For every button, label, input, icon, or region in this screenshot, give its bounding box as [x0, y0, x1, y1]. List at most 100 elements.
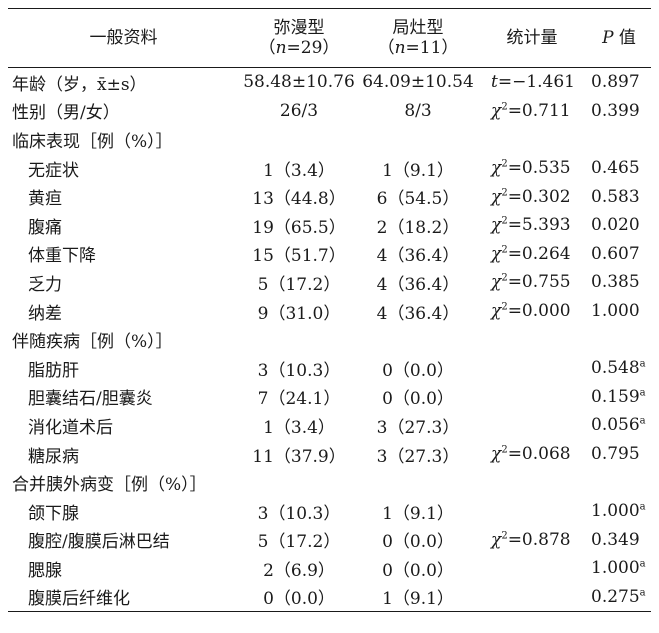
p-value: 0.795: [591, 444, 640, 465]
p-footnote-mark: a: [639, 501, 646, 513]
cell-statistic: χ2=0.264: [477, 240, 587, 269]
stat-superscript: 2: [501, 444, 508, 456]
cell-p-value: 0.020: [587, 211, 651, 240]
cell-diffuse: 7（24.1）: [257, 389, 341, 410]
p-footnote-mark: a: [639, 358, 646, 370]
cell-diffuse: 3（10.3）: [257, 360, 341, 381]
table-row: 腹膜后纤维化 0（0.0） 1（9.1） 0.275a: [8, 583, 651, 612]
cell-statistic: [477, 125, 587, 154]
cell-p-value: 0.275a: [587, 583, 651, 612]
cell-diffuse: 11（37.9）: [252, 446, 346, 467]
stat-value: =5.393: [507, 215, 571, 236]
row-label: 消化道术后: [28, 417, 113, 438]
cell-statistic: [477, 383, 587, 412]
cell-diffuse: 5（17.2）: [257, 274, 341, 295]
table-row: 临床表现［例（%）］: [8, 125, 651, 154]
table-row: 伴随疾病［例（%）］: [8, 325, 651, 354]
stat-superscript: 2: [501, 101, 508, 113]
cell-focal: [359, 325, 477, 354]
p-value: 0.159: [591, 386, 640, 407]
cell-diffuse: 13（44.8）: [252, 189, 346, 210]
p-value: 0.465: [591, 158, 640, 179]
table-row: 体重下降 15（51.7） 4（36.4） χ2=0.264 0.607: [8, 240, 651, 269]
cell-p-value: 1.000: [587, 297, 651, 326]
cell-diffuse: 9（31.0）: [257, 303, 341, 324]
stat-value: =0.878: [507, 529, 571, 550]
p-value: 0.056: [591, 415, 640, 436]
cell-diffuse: 2（6.9）: [263, 560, 335, 581]
stat-symbol: t: [491, 72, 498, 93]
row-label: 无症状: [28, 160, 79, 181]
cell-statistic: χ2=0.302: [477, 182, 587, 211]
cell-diffuse: 58.48±10.76: [243, 72, 355, 93]
cell-statistic: χ2=0.878: [477, 526, 587, 555]
stat-symbol: χ: [491, 272, 502, 293]
row-label: 合并胰外病变［例（%）］: [12, 475, 207, 496]
cell-diffuse: [239, 468, 359, 497]
cell-p-value: 0.399: [587, 97, 651, 126]
cell-diffuse: [239, 125, 359, 154]
header-general-data: 一般资料: [89, 28, 158, 48]
row-label: 腹腔/腹膜后淋巴结: [28, 532, 170, 553]
p-value: 0.349: [591, 529, 640, 550]
table-row: 胆囊结石/胆囊炎 7（24.1） 0（0.0） 0.159a: [8, 383, 651, 412]
p-value: 0.275: [591, 586, 640, 607]
cell-diffuse: 15（51.7）: [252, 246, 346, 267]
cell-p-value: 1.000a: [587, 554, 651, 583]
cell-focal: 4（36.4）: [376, 246, 460, 267]
cell-focal: 64.09±10.54: [362, 72, 474, 93]
cell-diffuse: 19（65.5）: [252, 217, 346, 238]
cell-statistic: χ2=0.711: [477, 97, 587, 126]
table-row: 年龄（岁，x̄±s） 58.48±10.76 64.09±10.54 t=−1.461…: [8, 67, 651, 97]
cell-focal: 4（36.4）: [376, 303, 460, 324]
p-value: 1.000: [591, 301, 640, 322]
cell-diffuse: 5（17.2）: [257, 532, 341, 553]
cell-statistic: [477, 554, 587, 583]
general-data-table: 一般资料 弥漫型 （n=29） 局灶型 （n=11） 统计量 P 值 年龄（岁，…: [8, 8, 651, 612]
stat-symbol: χ: [491, 529, 502, 550]
stat-value: =0.302: [507, 186, 571, 207]
stat-value: =0.755: [507, 272, 571, 293]
header-focal-label: 局灶型: [392, 18, 444, 38]
cell-focal: 1（9.1）: [382, 160, 454, 181]
p-value: 0.607: [591, 243, 640, 264]
cell-focal: 0（0.0）: [382, 389, 454, 410]
cell-statistic: χ2=5.393: [477, 211, 587, 240]
p-footnote-mark: a: [639, 415, 646, 427]
cell-diffuse: [239, 325, 359, 354]
cell-p-value: 0.607: [587, 240, 651, 269]
stat-symbol: χ: [491, 243, 502, 264]
table-row: 合并胰外病变［例（%）］: [8, 468, 651, 497]
cell-p-value: 0.897: [587, 68, 651, 97]
table-row: 黄疸 13（44.8） 6（54.5） χ2=0.302 0.583: [8, 182, 651, 211]
cell-p-value: 0.159a: [587, 383, 651, 412]
table-row: 无症状 1（3.4） 1（9.1） χ2=0.535 0.465: [8, 154, 651, 183]
cell-focal: 0（0.0）: [382, 360, 454, 381]
header-diffuse-count: （n=29）: [258, 38, 340, 58]
row-label: 性别（男/女）: [12, 103, 120, 124]
p-footnote-mark: a: [639, 587, 646, 599]
row-label: 年龄（岁，x̄±s）: [12, 74, 147, 95]
cell-statistic: [477, 497, 587, 526]
cell-focal: 3（27.3）: [376, 417, 460, 438]
stat-superscript: 2: [501, 301, 508, 313]
row-label: 体重下降: [28, 246, 96, 267]
stat-superscript: 2: [501, 244, 508, 256]
p-value: 0.020: [591, 215, 640, 236]
cell-statistic: χ2=0.068: [477, 440, 587, 469]
table-row: 糖尿病 11（37.9） 3（27.3） χ2=0.068 0.795: [8, 440, 651, 469]
cell-focal: 2（18.2）: [376, 217, 460, 238]
cell-focal: 1（9.1）: [382, 503, 454, 524]
cell-focal: 1（9.1）: [382, 589, 454, 610]
cell-p-value: 0.385: [587, 268, 651, 297]
row-label: 脂肪肝: [28, 360, 79, 381]
header-row: 一般资料 弥漫型 （n=29） 局灶型 （n=11） 统计量 P 值: [8, 8, 651, 68]
row-label: 黄疸: [28, 189, 62, 210]
table-row: 乏力 5（17.2） 4（36.4） χ2=0.755 0.385: [8, 268, 651, 297]
table-row: 颌下腺 3（10.3） 1（9.1） 1.000a: [8, 497, 651, 526]
row-label: 临床表现［例（%）］: [12, 131, 173, 152]
cell-p-value: 0.583: [587, 182, 651, 211]
stat-symbol: χ: [491, 444, 502, 465]
row-label: 糖尿病: [28, 446, 79, 467]
